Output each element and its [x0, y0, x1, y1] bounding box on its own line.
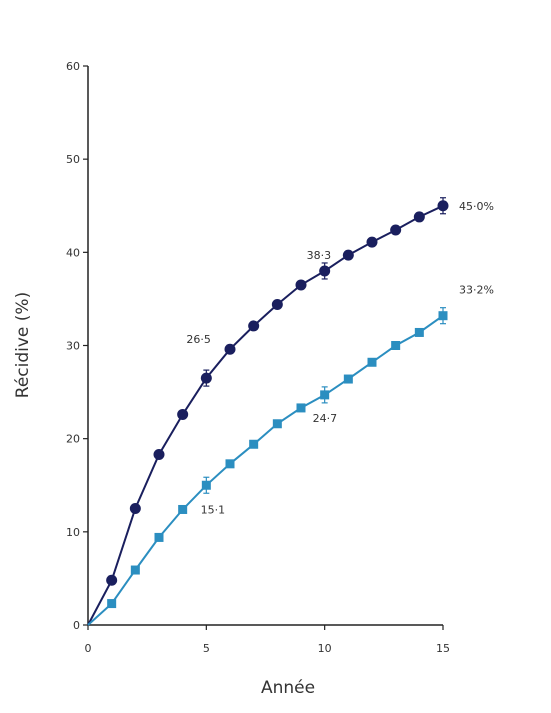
data-point: [130, 565, 140, 575]
data-point: [343, 374, 353, 384]
data-point: [413, 211, 425, 223]
data-point: [367, 357, 377, 367]
x-tick-label: 5: [203, 642, 210, 655]
y-tick-label: 20: [66, 433, 80, 446]
data-point: [224, 343, 236, 355]
y-axis-title: Récidive (%): [13, 292, 33, 398]
x-tick-label: 10: [318, 642, 332, 655]
data-point: [129, 503, 141, 515]
series-1: [87, 197, 449, 626]
x-tick-label: 15: [436, 642, 450, 655]
data-point: [437, 200, 449, 212]
x-tick-label: 0: [85, 642, 92, 655]
y-tick-label: 0: [73, 619, 80, 632]
data-point: [178, 504, 188, 514]
data-point: [225, 459, 235, 469]
y-tick-label: 40: [66, 246, 80, 259]
y-tick-label: 30: [66, 340, 80, 353]
series-layer: [87, 197, 449, 626]
y-tick-label: 50: [66, 153, 80, 166]
data-point: [390, 224, 402, 236]
series-line: [87, 204, 444, 626]
data-labels: 26·5 38·3 45·0% 15·1 24·7 33·2%: [186, 200, 494, 517]
data-point: [248, 320, 260, 332]
data-point: [272, 419, 282, 429]
data-point: [154, 532, 164, 542]
data-point: [391, 341, 401, 350]
data-point: [320, 390, 330, 400]
series-line: [87, 314, 444, 626]
data-label: 38·3: [307, 249, 332, 262]
data-label: 33·2%: [459, 284, 494, 297]
series-2: [87, 307, 448, 626]
data-point: [366, 236, 378, 248]
data-label: 45·0%: [459, 200, 494, 213]
data-point: [342, 249, 354, 261]
x-axis-title: Année: [261, 678, 315, 698]
data-point: [414, 327, 424, 337]
data-point: [438, 311, 448, 321]
data-label: 15·1: [201, 503, 226, 516]
y-tick-label: 10: [66, 526, 80, 539]
data-point: [319, 265, 331, 277]
data-point: [271, 299, 283, 311]
axes: 0 10 20 30 40 50 60 0 5 10 15: [66, 60, 450, 655]
data-point: [177, 408, 189, 420]
data-point: [296, 403, 306, 413]
y-tick-label: 60: [66, 60, 80, 73]
data-point: [106, 574, 118, 586]
data-point: [200, 372, 212, 384]
data-point: [153, 449, 165, 461]
data-label: 26·5: [186, 333, 211, 346]
data-point: [107, 599, 117, 609]
data-point: [201, 480, 211, 490]
data-label: 24·7: [313, 412, 338, 425]
data-point: [249, 439, 259, 449]
data-point: [295, 279, 307, 291]
